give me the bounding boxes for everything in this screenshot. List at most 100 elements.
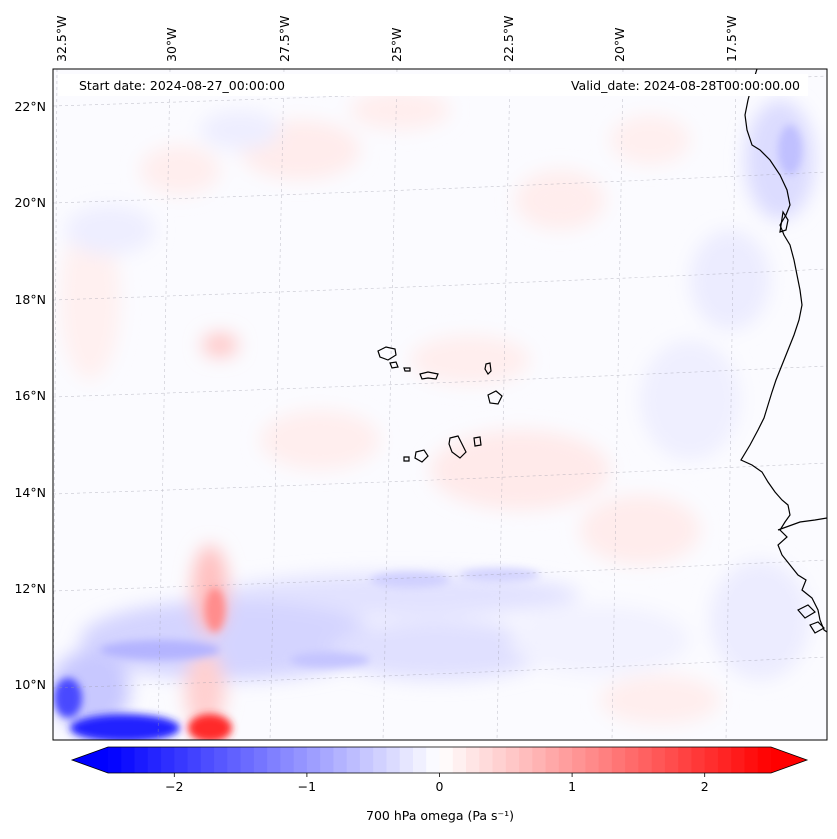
guinea-bissau-islands — [797, 604, 825, 634]
colorbar-segment — [253, 747, 268, 773]
lon-tick-label: 27.5°W — [277, 16, 292, 62]
colorbar-segment — [134, 747, 149, 773]
colorbar-segment — [161, 747, 175, 773]
lon-tick-label: 30°W — [164, 27, 179, 62]
colorbar-label: 700 hPa omega (Pa s⁻¹) — [366, 808, 514, 823]
colorbar-segment — [611, 747, 626, 773]
colorbar-tick-label: −1 — [298, 779, 316, 794]
colorbar-extend-low — [72, 747, 108, 773]
lat-tick-label: 16°N — [14, 388, 46, 403]
colorbar-segment — [717, 747, 732, 773]
omega-field — [53, 90, 815, 740]
colorbar-segment — [200, 747, 215, 773]
colorbar-segment — [479, 747, 494, 773]
colorbar-segment — [293, 747, 308, 773]
colorbar-segment — [598, 747, 613, 773]
colorbar: −2 −1 0 1 2 700 hPa omega (Pa s⁻¹) — [70, 746, 809, 823]
colorbar-segment — [240, 747, 255, 773]
colorbar-segment — [585, 747, 600, 773]
lon-tick-label: 25°W — [389, 27, 404, 62]
colorbar-segment — [399, 747, 414, 773]
lon-tick-label: 17.5°W — [724, 16, 739, 62]
colorbar-segment — [280, 747, 295, 773]
colorbar-segment — [439, 747, 454, 773]
colorbar-segment — [704, 747, 719, 773]
island-santiago — [448, 435, 467, 459]
coastlines — [377, 69, 827, 634]
colorbar-segment — [121, 747, 136, 773]
banc-arguin — [779, 210, 789, 233]
lat-tick-labels: 22°N 20°N 18°N 16°N 14°N 12°N 10°N — [14, 99, 46, 692]
colorbar-segment — [452, 747, 467, 773]
colorbar-segment — [214, 747, 228, 773]
colorbar-segment — [333, 747, 348, 773]
valid-date-text: Valid_date: 2024-08-28T00:00:00.00 — [571, 78, 800, 93]
island-fogo — [414, 449, 429, 463]
island-sao-vicente — [389, 361, 399, 369]
colorbar-segment — [625, 747, 639, 773]
africa-coastline — [740, 69, 827, 633]
island-santo-antao — [377, 346, 397, 361]
gridlines — [53, 69, 827, 740]
colorbar-tick-label: 2 — [701, 779, 709, 794]
colorbar-segment — [744, 747, 759, 773]
colorbar-segment — [678, 747, 693, 773]
lat-tick-label: 18°N — [14, 292, 46, 307]
colorbar-segment — [664, 747, 679, 773]
lat-tick-label: 20°N — [14, 195, 46, 210]
colorbar-segment — [651, 747, 666, 773]
lon-tick-label: 32.5°W — [54, 16, 69, 62]
lat-tick-label: 12°N — [14, 581, 46, 596]
colorbar-tick-label: −2 — [165, 779, 183, 794]
colorbar-segment — [346, 747, 361, 773]
colorbar-segment — [757, 747, 772, 773]
colorbar-segment — [492, 747, 507, 773]
colorbar-segment — [466, 747, 480, 773]
colorbar-segment — [691, 747, 706, 773]
colorbar-segment — [306, 747, 321, 773]
gambia-river — [777, 517, 827, 531]
colorbar-segment — [572, 747, 586, 773]
colorbar-segment — [320, 747, 335, 773]
lon-tick-label: 20°W — [612, 27, 627, 62]
island-brava — [403, 456, 410, 462]
colorbar-segment — [731, 747, 746, 773]
colorbar-segment — [373, 747, 388, 773]
start-date-text: Start date: 2024-08-27_00:00:00 — [79, 78, 285, 93]
colorbar-segment — [426, 747, 441, 773]
colorbar-segment — [519, 747, 533, 773]
lat-tick-label: 10°N — [14, 677, 46, 692]
colorbar-segment — [227, 747, 242, 773]
colorbar-segment — [108, 747, 122, 773]
colorbar-segment — [412, 747, 427, 773]
colorbar-segment — [532, 747, 547, 773]
colorbar-tick-label: 1 — [568, 779, 576, 794]
island-maio — [473, 436, 482, 447]
colorbar-segment — [174, 747, 189, 773]
colorbar-segment — [386, 747, 401, 773]
colorbar-segment — [558, 747, 573, 773]
colorbar-segment — [545, 747, 560, 773]
island-santa-luzia — [403, 367, 411, 372]
colorbar-segment — [187, 747, 202, 773]
lat-tick-label: 22°N — [14, 99, 46, 114]
lon-tick-labels: 32.5°W 30°W 27.5°W 25°W 22.5°W 20°W 17.5… — [54, 16, 739, 62]
island-sao-nicolau — [419, 371, 439, 380]
colorbar-ticks: −2 −1 0 1 2 — [165, 773, 709, 794]
colorbar-segment — [505, 747, 520, 773]
map-border — [52, 68, 828, 741]
header-box — [58, 74, 808, 96]
colorbar-segment — [267, 747, 281, 773]
lat-tick-label: 14°N — [14, 485, 46, 500]
island-sal — [484, 362, 492, 375]
colorbar-segments — [108, 747, 772, 773]
colorbar-segment — [147, 747, 162, 773]
island-boa-vista — [487, 390, 503, 405]
colorbar-extend-high — [771, 747, 807, 773]
colorbar-segment — [638, 747, 653, 773]
colorbar-segment — [359, 747, 374, 773]
colorbar-outline — [70, 746, 809, 774]
lon-tick-label: 22.5°W — [501, 16, 516, 62]
colorbar-tick-label: 0 — [436, 779, 444, 794]
